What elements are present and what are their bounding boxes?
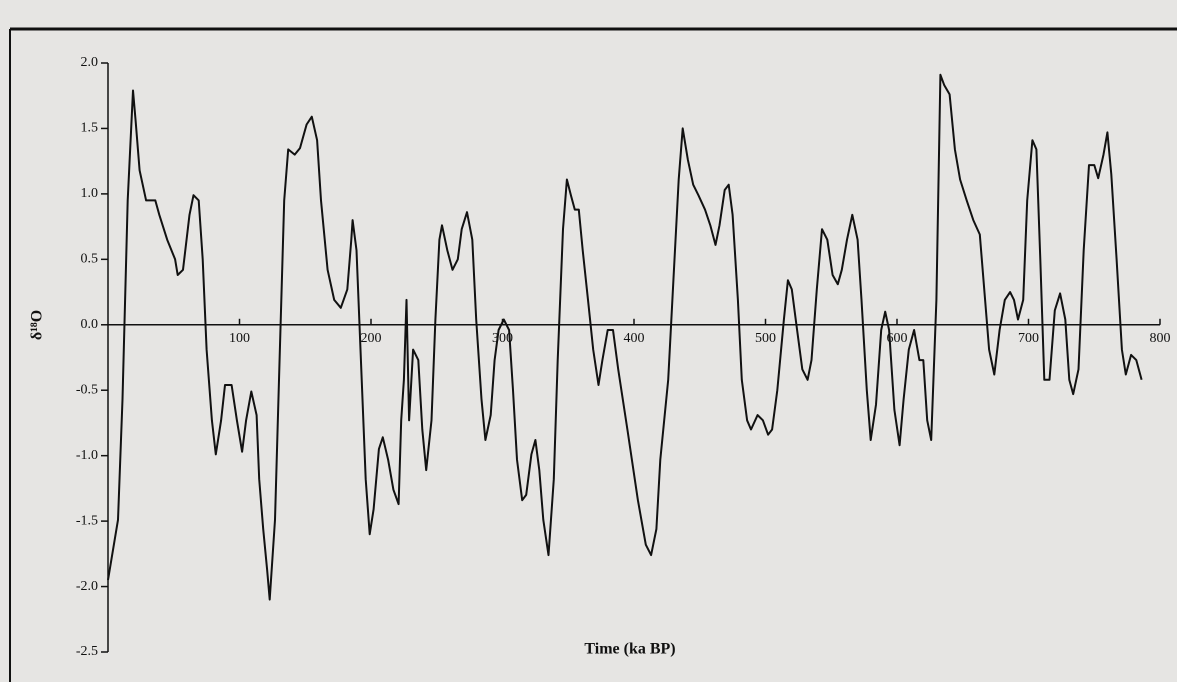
x-tick-label: 100 — [229, 331, 250, 346]
y-tick-label: 0.5 — [81, 252, 99, 267]
x-tick-label: 200 — [361, 331, 382, 346]
y-axis-label: δ¹⁸O — [29, 310, 46, 340]
y-tick-label: 2.0 — [81, 55, 99, 70]
x-axis-label: Time (ka BP) — [584, 641, 675, 658]
y-tick-label: 1.5 — [81, 121, 99, 136]
x-tick-label: 700 — [1018, 331, 1039, 346]
x-tick-label: 800 — [1150, 331, 1171, 346]
data-line — [107, 73, 1143, 601]
x-tick-label: 600 — [887, 331, 908, 346]
x-tick-label: 400 — [624, 331, 645, 346]
y-tick-label: 1.0 — [81, 186, 99, 201]
y-tick-label: 0.0 — [81, 317, 99, 332]
y-tick-label: -1.5 — [76, 513, 98, 528]
y-tick-label: -0.5 — [76, 382, 98, 397]
y-tick-label: -1.0 — [76, 448, 98, 463]
x-tick-label: 500 — [755, 331, 776, 346]
y-tick-label: -2.0 — [76, 579, 98, 594]
y-tick-label: -2.5 — [76, 644, 98, 659]
